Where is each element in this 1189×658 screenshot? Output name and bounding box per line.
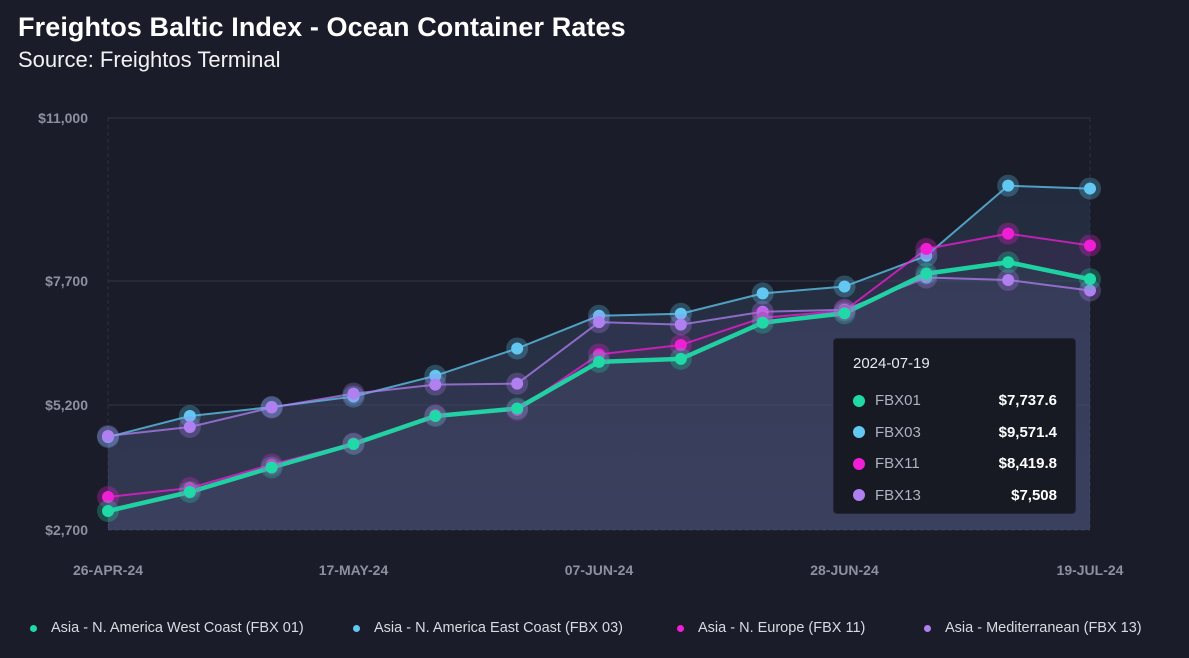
data-point-fbx03 <box>838 280 851 293</box>
x-tick-label: 28-JUN-24 <box>810 562 879 578</box>
tooltip-series-name: FBX03 <box>875 423 921 441</box>
tooltip-series-value: $7,737.6 <box>998 392 1057 410</box>
legend-label: Asia - Mediterranean (FBX 13) <box>945 620 1142 636</box>
x-tick-label: 07-JUN-24 <box>565 562 634 578</box>
tooltip-series-name: FBX13 <box>875 486 921 504</box>
legend-label: Asia - N. America West Coast (FBX 01) <box>51 620 304 636</box>
legend-item-fbx11[interactable]: Asia - N. Europe (FBX 11) <box>677 620 865 636</box>
tooltip-dot <box>853 457 865 470</box>
data-point-fbx01 <box>920 267 933 280</box>
tooltip-row-fbx01: FBX01 $7,737.6 <box>853 385 1057 417</box>
y-tick-label: $2,700 <box>45 522 88 538</box>
data-point-fbx11 <box>920 242 933 255</box>
legend-label: Asia - N. Europe (FBX 11) <box>698 620 866 636</box>
data-point-fbx01 <box>756 316 769 329</box>
data-point-fbx03 <box>511 342 524 355</box>
data-point-fbx01 <box>265 461 278 474</box>
tooltip-row-fbx11: FBX11 $8,419.8 <box>853 448 1057 480</box>
chart-subtitle: Source: Freightos Terminal <box>18 47 281 72</box>
data-point-fbx01 <box>1084 273 1096 286</box>
chart-title: Freightos Baltic Index - Ocean Container… <box>18 12 626 42</box>
legend-item-fbx03[interactable]: Asia - N. America East Coast (FBX 03) <box>353 620 623 636</box>
tooltip-series-value: $7,508 <box>1011 486 1057 504</box>
y-tick-label: $11,000 <box>38 110 88 126</box>
data-point-fbx13 <box>429 378 442 391</box>
line-chart: $2,700 $5,200 $7,700 $11,000 26-APR-24 17-MAY… <box>38 110 1124 578</box>
chart-header: Freightos Baltic Index - Ocean Container… <box>18 12 626 73</box>
legend-item-fbx13[interactable]: Asia - Mediterranean (FBX 13) <box>924 620 1142 636</box>
data-point-fbx03 <box>183 410 196 422</box>
data-point-fbx13 <box>674 318 687 331</box>
data-point-fbx13 <box>1002 274 1015 287</box>
data-point-fbx01 <box>183 486 196 498</box>
data-point-fbx01 <box>511 402 524 415</box>
data-point-fbx03 <box>674 307 687 320</box>
y-tick-label: $5,200 <box>45 397 88 413</box>
data-point-fbx03 <box>1002 179 1015 192</box>
data-point-fbx01 <box>593 355 605 368</box>
data-point-fbx13 <box>511 377 524 390</box>
data-point-fbx13 <box>265 401 278 414</box>
tooltip-series-value: $8,419.8 <box>998 455 1057 473</box>
data-point-fbx13 <box>593 316 605 329</box>
data-point-fbx01 <box>102 505 114 517</box>
x-tick-label: 19-JUL-24 <box>1057 562 1124 578</box>
data-point-fbx03 <box>429 369 442 382</box>
data-point-fbx13 <box>102 430 114 442</box>
data-point-fbx03 <box>1084 182 1096 195</box>
y-tick-label: $7,700 <box>45 273 88 289</box>
data-point-fbx11 <box>1084 239 1096 252</box>
data-point-fbx11 <box>102 491 114 503</box>
legend-dot-icon <box>353 624 360 632</box>
legend-label: Asia - N. America East Coast (FBX 03) <box>374 620 623 636</box>
tooltip-date: 2024-07-19 <box>853 355 930 372</box>
tooltip-dot <box>853 489 865 502</box>
data-point-fbx13 <box>347 387 360 400</box>
data-point-fbx01 <box>674 352 687 365</box>
legend-dot-icon <box>924 624 931 632</box>
data-point-fbx11 <box>674 338 687 351</box>
tooltip-row-fbx03: FBX03 $9,571.4 <box>853 417 1057 449</box>
tooltip-series-name: FBX01 <box>875 392 921 410</box>
data-point-fbx01 <box>838 307 851 320</box>
data-point-fbx01 <box>347 438 360 450</box>
data-point-fbx13 <box>183 421 196 433</box>
tooltip-dot <box>853 394 865 407</box>
data-point-fbx03 <box>756 287 769 300</box>
legend-dot-icon <box>677 624 684 632</box>
data-point-fbx13 <box>1084 284 1096 297</box>
tooltip-row-fbx13: FBX13 $7,508 <box>853 480 1057 512</box>
legend-item-fbx01[interactable]: Asia - N. America West Coast (FBX 01) <box>30 620 304 636</box>
tooltip-series-name: FBX11 <box>875 455 920 473</box>
tooltip-dot <box>853 426 865 439</box>
x-tick-label: 26-APR-24 <box>73 562 143 578</box>
chart-tooltip: 2024-07-19 FBX01 $7,737.6 FBX03 $9,571.4… <box>833 338 1076 514</box>
data-point-fbx01 <box>1002 256 1015 269</box>
data-point-fbx11 <box>1002 227 1015 240</box>
x-tick-label: 17-MAY-24 <box>319 562 389 578</box>
tooltip-series-value: $9,571.4 <box>998 423 1057 441</box>
data-point-fbx01 <box>429 410 442 422</box>
chart-legend: Asia - N. America West Coast (FBX 01) As… <box>0 614 1189 642</box>
legend-dot-icon <box>30 624 37 632</box>
